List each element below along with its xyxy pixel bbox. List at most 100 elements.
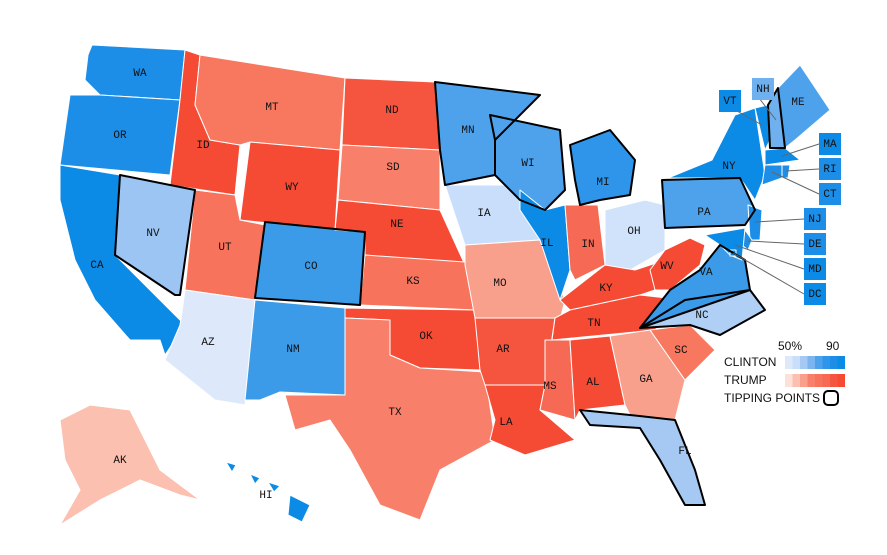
state-label: UT bbox=[218, 242, 232, 254]
state-label: VT bbox=[723, 96, 737, 108]
state-label: WA bbox=[133, 68, 147, 80]
tipping-outline bbox=[254, 221, 366, 306]
states bbox=[59, 44, 831, 526]
state-shape bbox=[761, 164, 783, 186]
legend-swatch bbox=[807, 356, 815, 369]
state-label: CO bbox=[304, 261, 318, 273]
state-label: ME bbox=[791, 97, 805, 109]
legend-swatch bbox=[800, 356, 808, 369]
state-label: SD bbox=[386, 162, 400, 174]
legend-swatch bbox=[822, 374, 830, 387]
legend-swatch bbox=[837, 374, 845, 387]
tipping-outlines bbox=[114, 81, 786, 506]
state-label: MS bbox=[543, 381, 557, 393]
state-label: AR bbox=[496, 344, 510, 356]
legend: 50% 90 CLINTON TRUMP TIPPING POINTS bbox=[724, 339, 845, 406]
state-label: WV bbox=[660, 261, 674, 273]
state-shape bbox=[225, 461, 237, 473]
state-shape bbox=[781, 164, 791, 179]
label-box bbox=[719, 90, 741, 112]
state-label: ID bbox=[196, 140, 210, 152]
state-shape bbox=[267, 481, 281, 493]
state-label: HI bbox=[259, 490, 272, 502]
state-label: SC bbox=[674, 345, 688, 357]
state-label: OH bbox=[627, 226, 640, 238]
legend-swatch bbox=[785, 356, 793, 369]
state-label: NM bbox=[286, 344, 299, 356]
state-label: KS bbox=[406, 276, 420, 288]
state-label: VA bbox=[699, 267, 713, 279]
state-label: NE bbox=[390, 219, 404, 231]
state-label: WY bbox=[285, 182, 299, 194]
state-label: OR bbox=[113, 130, 127, 142]
tipping-outline bbox=[569, 129, 636, 206]
state-shape bbox=[284, 317, 496, 521]
state-label: AL bbox=[586, 377, 599, 389]
legend-swatch bbox=[792, 356, 800, 369]
legend-swatch bbox=[830, 374, 838, 387]
state-label: NJ bbox=[808, 214, 821, 226]
state-shape bbox=[661, 177, 756, 229]
state-label: NY bbox=[722, 161, 736, 173]
label-box bbox=[752, 78, 774, 100]
state-label: CT bbox=[823, 189, 837, 201]
state-label: AZ bbox=[201, 337, 215, 349]
leader-line bbox=[734, 244, 805, 270]
legend-swatch bbox=[830, 356, 838, 369]
state-label: WI bbox=[521, 158, 534, 170]
state-shape bbox=[287, 494, 311, 523]
state-label: NV bbox=[146, 228, 160, 240]
state-shape bbox=[539, 339, 576, 421]
legend-trump: TRUMP bbox=[724, 373, 767, 387]
state-label: MD bbox=[808, 264, 822, 276]
state-labels: WA OR CA NV ID MT WY UT CO AZ NM ND SD NE KS OK TX MN IA MO… bbox=[90, 68, 841, 502]
state-label: KY bbox=[599, 283, 613, 295]
tipping-outline bbox=[639, 289, 766, 336]
leader-line bbox=[754, 218, 805, 223]
state-label: NH bbox=[756, 84, 769, 96]
state-label: NC bbox=[695, 310, 709, 322]
leader-line bbox=[785, 168, 820, 172]
leader-line bbox=[771, 171, 820, 195]
state-shape bbox=[337, 144, 441, 211]
state-label: DC bbox=[808, 289, 822, 301]
legend-swatch bbox=[800, 374, 808, 387]
legend-tipping: TIPPING POINTS bbox=[724, 391, 820, 405]
state-label: RI bbox=[823, 164, 836, 176]
legend-swatch bbox=[822, 356, 830, 369]
state-shape bbox=[249, 473, 261, 485]
state-label: MO bbox=[493, 278, 507, 290]
tipping-outline bbox=[579, 409, 706, 506]
state-label: FL bbox=[678, 446, 691, 458]
state-label: MT bbox=[265, 102, 279, 114]
state-label: TN bbox=[587, 318, 600, 330]
leader-line bbox=[781, 143, 820, 157]
state-label: IL bbox=[540, 238, 553, 250]
legend-tipping-swatch bbox=[823, 390, 839, 406]
state-label: TX bbox=[388, 407, 402, 419]
state-label: MN bbox=[461, 125, 474, 137]
legend-swatch bbox=[807, 374, 815, 387]
state-label: PA bbox=[697, 207, 711, 219]
legend-clinton: CLINTON bbox=[724, 355, 776, 369]
state-shape bbox=[569, 335, 626, 421]
legend-low: 50% bbox=[778, 339, 802, 353]
state-label: MA bbox=[823, 139, 837, 151]
legend-high: 90 bbox=[826, 339, 840, 353]
state-label: GA bbox=[639, 374, 653, 386]
label-box bbox=[819, 183, 841, 205]
legend-swatch bbox=[785, 374, 793, 387]
state-shape bbox=[59, 404, 201, 526]
leader-line bbox=[732, 252, 805, 295]
label-box bbox=[804, 283, 826, 305]
tipping-outline bbox=[767, 87, 786, 149]
state-shape bbox=[59, 94, 181, 176]
label-box bbox=[804, 258, 826, 280]
state-label: ND bbox=[385, 105, 399, 117]
state-label: OK bbox=[419, 331, 433, 343]
state-shape bbox=[649, 237, 706, 291]
state-label: LA bbox=[499, 417, 513, 429]
label-box bbox=[819, 158, 841, 180]
tipping-outline bbox=[661, 177, 756, 229]
